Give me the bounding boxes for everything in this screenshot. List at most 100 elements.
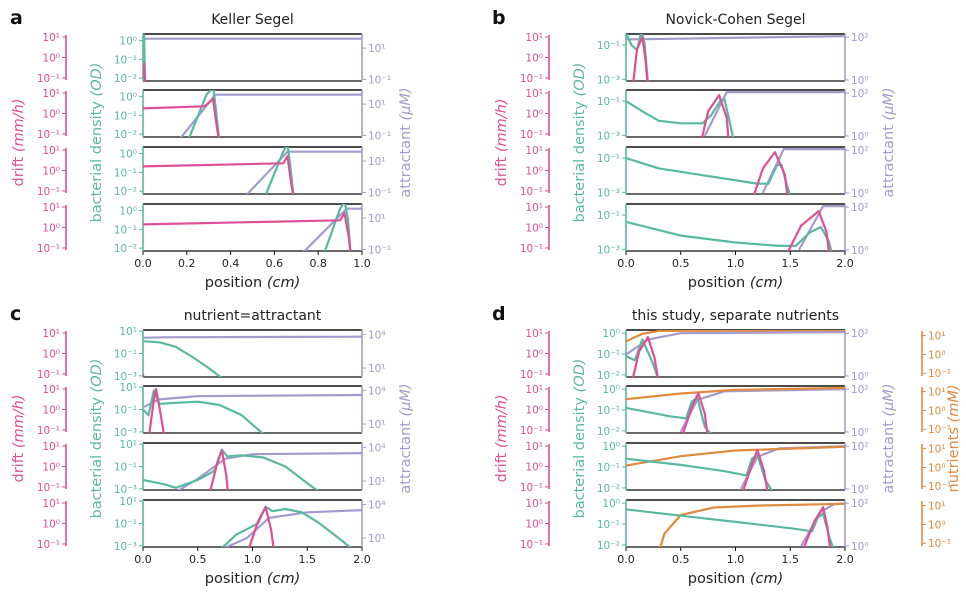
x-tick-label: 1.5 bbox=[782, 553, 800, 566]
density-tick-label: 10⁻² bbox=[597, 483, 620, 495]
panel-letter: a bbox=[10, 7, 23, 29]
drift-tick-label: 10¹ bbox=[42, 32, 60, 44]
attractant-tick-label: 10⁴ bbox=[368, 499, 386, 511]
attractant-axis-label: attractant (μM) bbox=[881, 383, 897, 493]
density-tick-label: 10⁰ bbox=[119, 206, 137, 218]
drift-tick-label: 10¹ bbox=[42, 145, 60, 157]
attractant-series-line bbox=[626, 35, 845, 41]
density-tick-label: 10⁻¹ bbox=[114, 349, 137, 361]
density-series-line bbox=[143, 340, 223, 377]
attractant-series-line bbox=[245, 150, 362, 194]
drift-series-line bbox=[143, 373, 145, 377]
drift-tick-label: 10⁰ bbox=[42, 405, 60, 417]
density-axis-label: bacterial density (OD) bbox=[89, 63, 105, 223]
x-tick-label: 0.5 bbox=[189, 553, 207, 566]
density-axis-label: bacterial density (OD) bbox=[572, 359, 588, 519]
drift-tick-label: 10¹ bbox=[525, 32, 543, 44]
density-series-line bbox=[143, 448, 319, 490]
density-tick-label: 10⁰ bbox=[119, 149, 137, 161]
x-tick-label: 1.0 bbox=[244, 553, 262, 566]
subplot-row: 10⁰ 10⁻¹ 10⁻² 10² 10⁰ 10¹ 10⁰ 10⁻¹ 10¹ 10⁰ 10⁻¹ bbox=[520, 328, 951, 383]
subplot-row: 10⁰ 10⁻¹ 10⁻² 10¹ 10⁻¹ 10¹ 10⁰ 10⁻¹ 0.0 0.2 0.4 0.6… bbox=[37, 202, 391, 270]
nutrients-tick-label: 10¹ bbox=[928, 387, 946, 399]
density-tick-label: 10¹ bbox=[119, 496, 137, 508]
nutrients-axis-label: nutrients (mM) bbox=[946, 385, 962, 493]
drift-series-line bbox=[143, 62, 146, 81]
density-tick-label: 10⁻³ bbox=[114, 484, 137, 496]
attractant-tick-label: 10⁰ bbox=[851, 541, 869, 553]
drift-tick-label: 10¹ bbox=[525, 145, 543, 157]
attractant-series-line bbox=[626, 331, 845, 356]
x-tick-label: 0.4 bbox=[222, 257, 240, 270]
drift-axis-label: drift (mm/h) bbox=[494, 395, 510, 483]
density-tick-label: 10⁰ bbox=[602, 498, 620, 510]
drift-series-line bbox=[753, 151, 789, 194]
panel-b: b Novick-Cohen Segel10⁻¹10⁻³10²10⁰10¹10⁰1… bbox=[492, 7, 897, 291]
drift-series-line bbox=[632, 36, 649, 81]
nutrients-series-line bbox=[626, 386, 845, 401]
attractant-tick-label: 10⁻¹ bbox=[368, 187, 391, 199]
panel-title: this study, separate nutrients bbox=[632, 308, 839, 324]
attractant-tick-label: 10⁰ bbox=[851, 245, 869, 257]
drift-tick-label: 10⁻¹ bbox=[520, 539, 543, 551]
drift-tick-label: 10⁻¹ bbox=[520, 186, 543, 198]
drift-tick-label: 10⁰ bbox=[525, 462, 543, 474]
attractant-series-line bbox=[143, 393, 362, 409]
drift-tick-label: 10⁰ bbox=[42, 462, 60, 474]
drift-tick-label: 10⁻¹ bbox=[37, 539, 60, 551]
density-tick-label: 10⁰ bbox=[602, 441, 620, 453]
attractant-tick-label: 10⁴ bbox=[368, 385, 386, 397]
x-tick-label: 0.0 bbox=[617, 257, 635, 270]
attractant-tick-label: 10² bbox=[851, 328, 869, 340]
density-tick-label: 10⁻¹ bbox=[597, 405, 620, 417]
drift-series-line bbox=[143, 155, 295, 194]
nutrients-tick-label: 10⁻¹ bbox=[928, 368, 951, 380]
drift-series-line bbox=[802, 506, 832, 547]
subplot-row: 10⁰ 10⁻¹ 10⁻² 10¹ 10⁻¹ 10¹ 10⁰ 10⁻¹ bbox=[37, 145, 391, 199]
drift-tick-label: 10¹ bbox=[42, 88, 60, 100]
nutrients-tick-label: 10⁻¹ bbox=[928, 424, 951, 436]
attractant-tick-label: 10² bbox=[851, 498, 869, 510]
drift-tick-label: 10⁰ bbox=[42, 53, 60, 65]
attractant-tick-label: 10¹ bbox=[368, 99, 386, 111]
x-tick-label: 1.0 bbox=[727, 553, 745, 566]
subplot-row: 10¹ 10⁻¹ 10⁻³ 10⁴ 10¹ 10¹ 10⁰ 10⁻¹ bbox=[37, 326, 386, 383]
drift-tick-label: 10⁻¹ bbox=[37, 425, 60, 437]
subplot-row: 10⁰ 10⁻¹ 10⁻² 10² 10⁰ 10¹ 10⁰ 10⁻¹ 10¹ 10⁰ 10⁻¹ bbox=[520, 441, 951, 496]
drift-series-line bbox=[209, 449, 229, 490]
drift-tick-label: 10¹ bbox=[42, 498, 60, 510]
drift-series-line bbox=[143, 212, 352, 251]
attractant-tick-label: 10⁻¹ bbox=[368, 244, 391, 256]
drift-tick-label: 10¹ bbox=[42, 441, 60, 453]
nutrients-tick-label: 10⁻¹ bbox=[928, 538, 951, 550]
density-series-line bbox=[143, 389, 264, 433]
attractant-tick-label: 10² bbox=[851, 384, 869, 396]
panel-c: c nutrient=attractant 10¹ 10⁻¹ 10⁻³ 10⁴ 10¹ 10¹… bbox=[10, 303, 414, 587]
x-tick-label: 1.0 bbox=[353, 257, 371, 270]
x-tick-label: 0.8 bbox=[309, 257, 327, 270]
nutrients-tick-label: 10⁰ bbox=[928, 405, 946, 417]
attractant-tick-label: 10² bbox=[851, 88, 869, 100]
density-series-line bbox=[626, 453, 773, 490]
density-tick-label: 10⁻² bbox=[597, 426, 620, 438]
panel-letter: c bbox=[10, 303, 21, 325]
drift-tick-label: 10⁻¹ bbox=[520, 243, 543, 255]
subplot-row: 10⁰ 10⁻¹ 10⁻² 10¹ 10⁻¹ 10¹ 10⁰ 10⁻¹ bbox=[37, 32, 391, 86]
drift-tick-label: 10⁻¹ bbox=[520, 129, 543, 141]
x-axis-label: position (cm) bbox=[688, 571, 783, 587]
attractant-tick-label: 10¹ bbox=[368, 43, 386, 55]
subplot-row: 10¹ 10⁻¹ 10⁻³ 10⁴ 10¹ 10¹ 10⁰ 10⁻¹ 0.0 0.5 1.0 1.5 2… bbox=[37, 496, 386, 566]
density-axis-label: bacterial density (OD) bbox=[89, 359, 105, 519]
drift-tick-label: 10¹ bbox=[525, 441, 543, 453]
density-tick-label: 10⁻³ bbox=[597, 187, 620, 199]
attractant-axis-label: attractant (μM) bbox=[398, 383, 414, 493]
attractant-axis-label: attractant (μM) bbox=[398, 87, 414, 197]
drift-tick-label: 10⁰ bbox=[525, 166, 543, 178]
panel-title: nutrient=attractant bbox=[184, 308, 322, 324]
drift-tick-label: 10¹ bbox=[525, 384, 543, 396]
nutrients-tick-label: 10⁰ bbox=[928, 349, 946, 361]
density-tick-label: 10¹ bbox=[119, 439, 137, 451]
density-series-line bbox=[323, 204, 352, 251]
attractant-tick-label: 10¹ bbox=[368, 363, 386, 375]
density-series-line bbox=[188, 90, 220, 137]
